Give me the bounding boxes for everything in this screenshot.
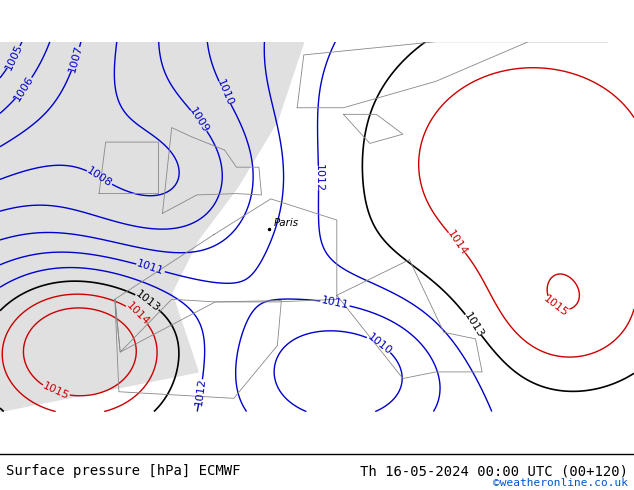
Text: 1010: 1010 (365, 332, 394, 357)
Text: 1006: 1006 (12, 74, 36, 102)
Text: 1012: 1012 (194, 377, 207, 406)
Polygon shape (0, 42, 304, 412)
Text: 1005: 1005 (4, 43, 25, 72)
Text: Th 16-05-2024 00:00 UTC (00+120): Th 16-05-2024 00:00 UTC (00+120) (359, 465, 628, 478)
Text: 1011: 1011 (136, 259, 165, 277)
Text: 1012: 1012 (313, 164, 323, 192)
Text: 1008: 1008 (85, 166, 114, 189)
Text: 1015: 1015 (541, 294, 570, 319)
Text: 1011: 1011 (320, 295, 350, 311)
Text: 1015: 1015 (41, 381, 70, 402)
Text: 1013: 1013 (462, 310, 485, 340)
Text: 1009: 1009 (188, 106, 211, 135)
Text: 1014: 1014 (124, 300, 151, 327)
Text: Surface pressure [hPa] ECMWF: Surface pressure [hPa] ECMWF (6, 465, 241, 478)
Text: 1014: 1014 (445, 228, 469, 257)
Text: 1010: 1010 (215, 78, 235, 108)
Text: Paris: Paris (274, 218, 299, 228)
Text: 1007: 1007 (67, 44, 84, 74)
Text: 1013: 1013 (134, 289, 162, 314)
Text: ©weatheronline.co.uk: ©weatheronline.co.uk (493, 478, 628, 488)
